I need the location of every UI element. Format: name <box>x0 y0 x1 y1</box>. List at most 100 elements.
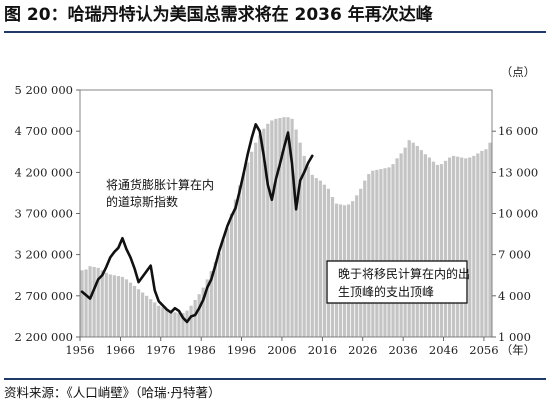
spending-bar <box>140 292 145 337</box>
spending-bar <box>314 178 318 337</box>
dow-jones-line <box>80 123 314 324</box>
spending-bar <box>456 156 460 337</box>
spending-bar <box>439 164 444 337</box>
spending-bar <box>395 158 399 337</box>
spending-bar <box>201 287 205 337</box>
spending-bar <box>193 299 197 337</box>
spending-bar <box>225 228 230 337</box>
spending-bar <box>310 174 314 337</box>
title-divider <box>4 31 546 33</box>
spending-bar <box>84 269 88 337</box>
right-axis-tick-label: 4 000 <box>498 289 531 303</box>
spending-bar <box>452 155 456 337</box>
chart: 5 200 000 4 700 000 4 200 000 3 700 000 3 20… <box>14 65 538 357</box>
spending-bar <box>88 266 92 337</box>
spending-bar <box>266 123 270 337</box>
spending-bar <box>447 157 452 337</box>
annotation-line: 将通货膨胀计算在内 <box>106 177 214 192</box>
spending-bar <box>298 142 302 337</box>
spending-bar <box>213 262 217 337</box>
right-axis-unit: （点） <box>501 65 536 79</box>
plot-frame <box>79 89 493 338</box>
spending-bar <box>145 295 149 337</box>
x-axis-tick-label: 1996 <box>227 343 256 357</box>
spending-bar <box>407 140 411 337</box>
spending-bar <box>157 305 161 337</box>
spending-bar <box>484 149 488 337</box>
spending-bar <box>246 162 250 337</box>
spending-bar <box>116 276 120 337</box>
spending-bar <box>411 142 415 337</box>
spending-bar <box>476 153 480 337</box>
spending-bar <box>237 185 242 337</box>
spending-bar <box>363 180 367 337</box>
annotation-line: 生顶峰的支出顶峰 <box>338 284 434 299</box>
right-axis-tick-label: 1 000 <box>498 330 531 344</box>
spending-bar <box>488 142 492 337</box>
spending-bar <box>375 169 379 337</box>
spending-bar <box>480 150 484 337</box>
spending-bar <box>165 309 169 337</box>
spending-bar <box>124 279 129 337</box>
spending-bar <box>379 169 383 337</box>
x-axis-tick-label: 2026 <box>348 343 377 357</box>
spending-bar <box>173 312 177 337</box>
right-axis-tick-label: 13 000 <box>498 165 538 179</box>
spending-bar <box>294 129 298 337</box>
spending-bar <box>128 282 133 337</box>
x-axis-tick-label: 1956 <box>65 343 94 357</box>
spending-bar <box>472 155 476 337</box>
spending-bar <box>443 160 448 337</box>
x-axis-tick-label: 1976 <box>146 343 175 357</box>
spending-bar <box>241 173 246 337</box>
spending-bar <box>322 184 326 337</box>
left-axis-tick-label: 5 200 000 <box>14 83 73 97</box>
spending-bar <box>254 142 258 337</box>
spending-bar <box>112 275 116 337</box>
spending-bar <box>217 253 221 337</box>
left-axis-tick-label: 3 700 000 <box>14 207 73 221</box>
spending-bars <box>80 117 492 338</box>
spending-bar <box>399 153 403 337</box>
left-axis-tick-label: 2 200 000 <box>14 330 73 344</box>
spending-bar <box>464 158 468 337</box>
x-axis-tick-label: 2006 <box>267 343 296 357</box>
spending-bar <box>270 120 274 338</box>
spending-bar <box>181 313 185 337</box>
spending-bar <box>371 170 375 337</box>
dow-jones-line-layer <box>80 123 314 324</box>
spending-bar <box>391 164 395 337</box>
x-axis-tick-label: 2046 <box>429 343 458 357</box>
chart-title: 图 20：哈瑞丹特认为美国总需求将在 2036 年再次达峰 <box>4 5 433 25</box>
spending-bar <box>274 118 278 337</box>
spending-bar <box>104 272 108 337</box>
spending-bar <box>80 270 84 337</box>
x-axis-tick-label: 2036 <box>388 343 417 357</box>
spending-bar <box>136 289 141 337</box>
spending-bar <box>290 118 294 337</box>
spending-bar <box>169 310 173 337</box>
spending-bar <box>132 285 137 337</box>
spending-bar <box>278 117 282 338</box>
plot-border <box>79 89 493 338</box>
spending-bar <box>460 157 464 337</box>
x-axis-unit: （年） <box>501 343 536 357</box>
annotation-line: 的道琼斯指数 <box>106 194 178 209</box>
spending-bar <box>100 270 104 337</box>
spending-bar <box>258 135 262 337</box>
right-axis-tick-label: 10 000 <box>498 207 538 221</box>
left-axis-tick-label: 4 200 000 <box>14 165 73 179</box>
spending-bar <box>468 157 472 337</box>
annotation-line: 晚于将移民计算在内的出 <box>338 266 470 281</box>
spending-bar <box>415 145 419 337</box>
x-axis-tick-label: 2016 <box>308 343 337 357</box>
spending-bar <box>302 155 306 337</box>
spending-bar <box>149 299 153 337</box>
spending-bar <box>387 167 391 337</box>
spending-bar <box>108 274 112 337</box>
spending-bar <box>306 166 310 337</box>
spending-bar <box>92 267 96 337</box>
